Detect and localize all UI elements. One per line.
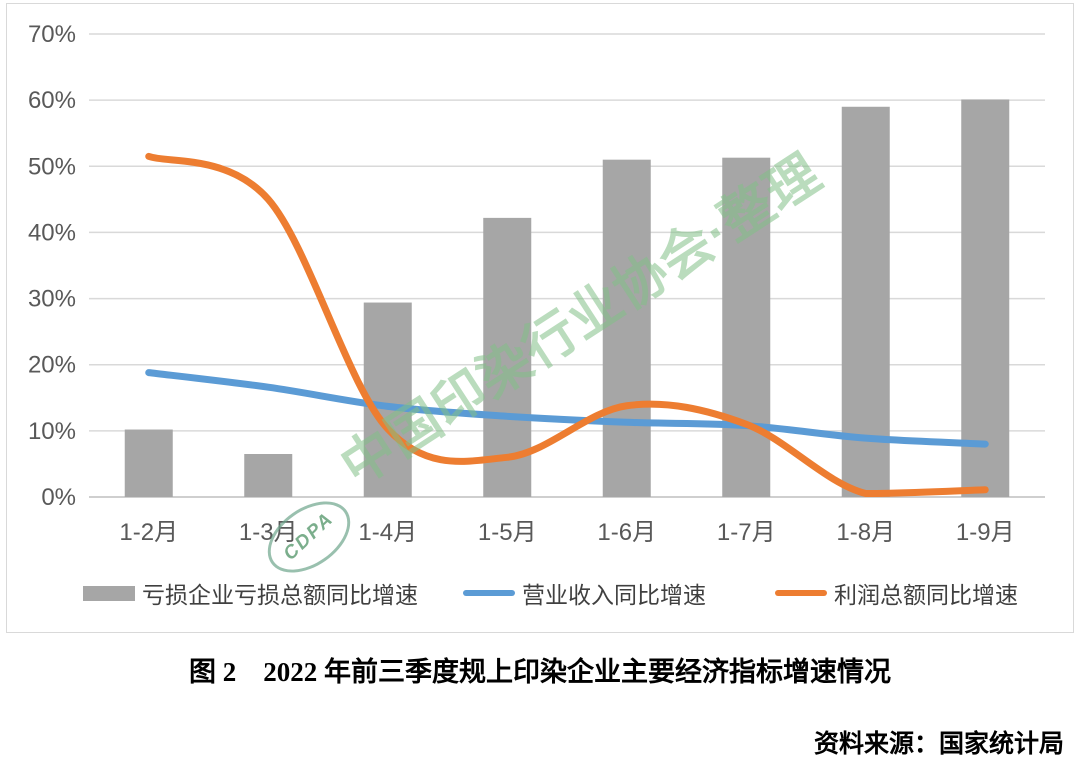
- legend-line-swatch: [463, 590, 515, 596]
- y-axis-label: 60%: [28, 87, 76, 114]
- bar-1-7月: [722, 157, 771, 498]
- figure-caption: 图 2 2022 年前三季度规上印染企业主要经济指标增速情况: [189, 657, 891, 687]
- x-axis-label: 1-9月: [956, 519, 1015, 546]
- bar-1-2月: [124, 429, 173, 497]
- x-axis-label: 1-4月: [358, 519, 417, 546]
- x-axis-label: 1-6月: [597, 519, 656, 546]
- bar-1-8月: [841, 106, 890, 497]
- x-axis-label: 1-8月: [836, 519, 895, 546]
- x-axis-label: 1-5月: [478, 519, 537, 546]
- bar-1-6月: [602, 159, 651, 497]
- chart-frame: [6, 3, 1074, 633]
- legend-item: 营业收入同比增速: [463, 581, 706, 608]
- y-axis-label: 30%: [28, 286, 76, 313]
- line-series-1: [145, 369, 989, 448]
- y-axis-label: 10%: [28, 418, 76, 445]
- line-series-2: [145, 152, 989, 498]
- x-axis-label: 1-7月: [717, 519, 776, 546]
- x-axis-label: 1-3月: [239, 519, 298, 546]
- bar-1-3月: [244, 454, 293, 497]
- x-axis-label: 1-2月: [119, 519, 178, 546]
- bar-1-4月: [363, 302, 412, 497]
- data-source: 资料来源：国家统计局: [813, 730, 1064, 758]
- bar-1-9月: [961, 99, 1010, 497]
- y-axis-label: 0%: [41, 484, 76, 511]
- y-axis-label: 50%: [28, 153, 76, 180]
- legend-label: 利润总额同比增速: [834, 582, 1018, 608]
- legend-line-swatch: [775, 590, 827, 596]
- chart-plot: 0% 10% 20% 30% 40% 50% 60% 70% 1-2月 1-3月 1-4月 1-5月 1…: [28, 21, 1045, 546]
- y-axis-label: 70%: [28, 21, 76, 48]
- y-axis-label: 20%: [28, 352, 76, 379]
- legend-item: 利润总额同比增速: [775, 581, 1018, 608]
- legend-label: 亏损企业亏损总额同比增速: [142, 582, 418, 608]
- legend-label: 营业收入同比增速: [522, 582, 706, 608]
- legend-bar-swatch: [83, 585, 135, 601]
- y-axis-label: 40%: [28, 219, 76, 246]
- legend-item: 亏损企业亏损总额同比增速: [83, 581, 418, 608]
